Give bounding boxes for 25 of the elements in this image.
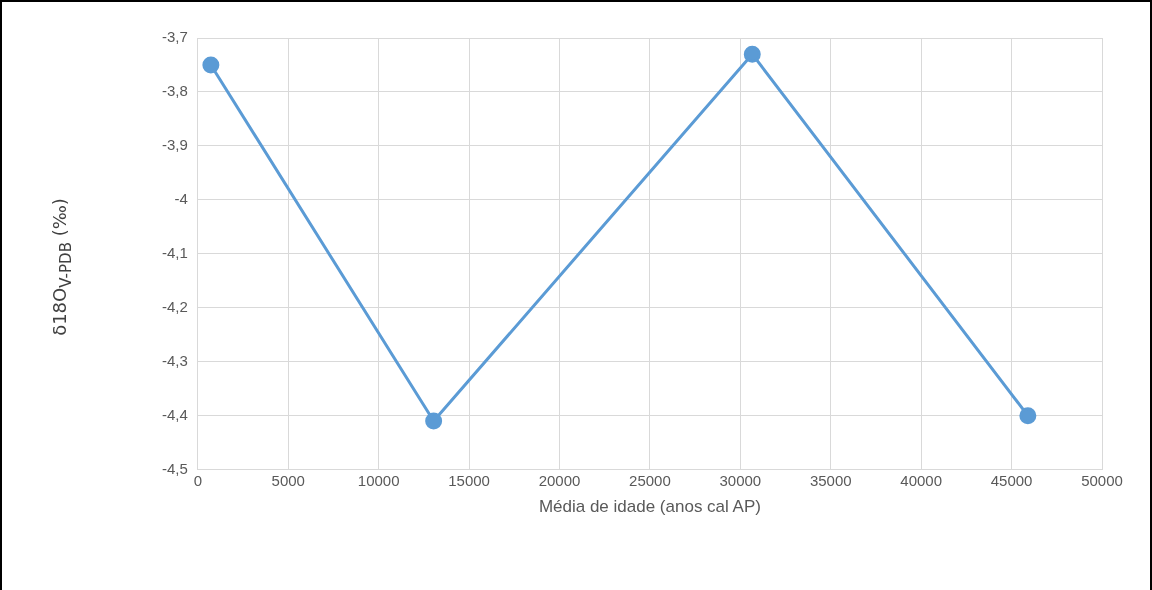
y-tick-label: -4,2 — [161, 297, 188, 315]
point — [425, 412, 443, 430]
x-tick-label: 25000 — [629, 471, 671, 489]
x-tick-label: 20000 — [538, 471, 581, 489]
point — [743, 45, 761, 63]
x-tick-label: 5000 — [271, 471, 305, 489]
y-tick-label: -3,7 — [161, 28, 188, 46]
point — [1019, 407, 1037, 425]
y-tick-label: -4,4 — [161, 405, 188, 423]
x-tick-label: 50000 — [1081, 471, 1123, 489]
x-tick-label: 45000 — [990, 471, 1033, 489]
y-tick-label: -4 — [174, 189, 188, 207]
x-axis-title: Média de idade (anos cal AP) — [538, 497, 761, 517]
x-tick-label: 10000 — [357, 471, 400, 489]
y-tick-label: -3,9 — [161, 136, 188, 154]
y-tick-label: -4,5 — [161, 459, 188, 477]
x-tick-label: 35000 — [809, 471, 852, 489]
y-tick-label: -4,1 — [161, 243, 188, 261]
y-tick-label: -4,3 — [161, 351, 188, 369]
point — [202, 56, 220, 74]
y-tick-label: -3,8 — [161, 82, 188, 100]
x-tick-label: 0 — [193, 471, 203, 489]
x-tick-label: 15000 — [448, 471, 490, 489]
x-tick-label: 40000 — [900, 471, 943, 489]
x-tick-label: 30000 — [719, 471, 762, 489]
